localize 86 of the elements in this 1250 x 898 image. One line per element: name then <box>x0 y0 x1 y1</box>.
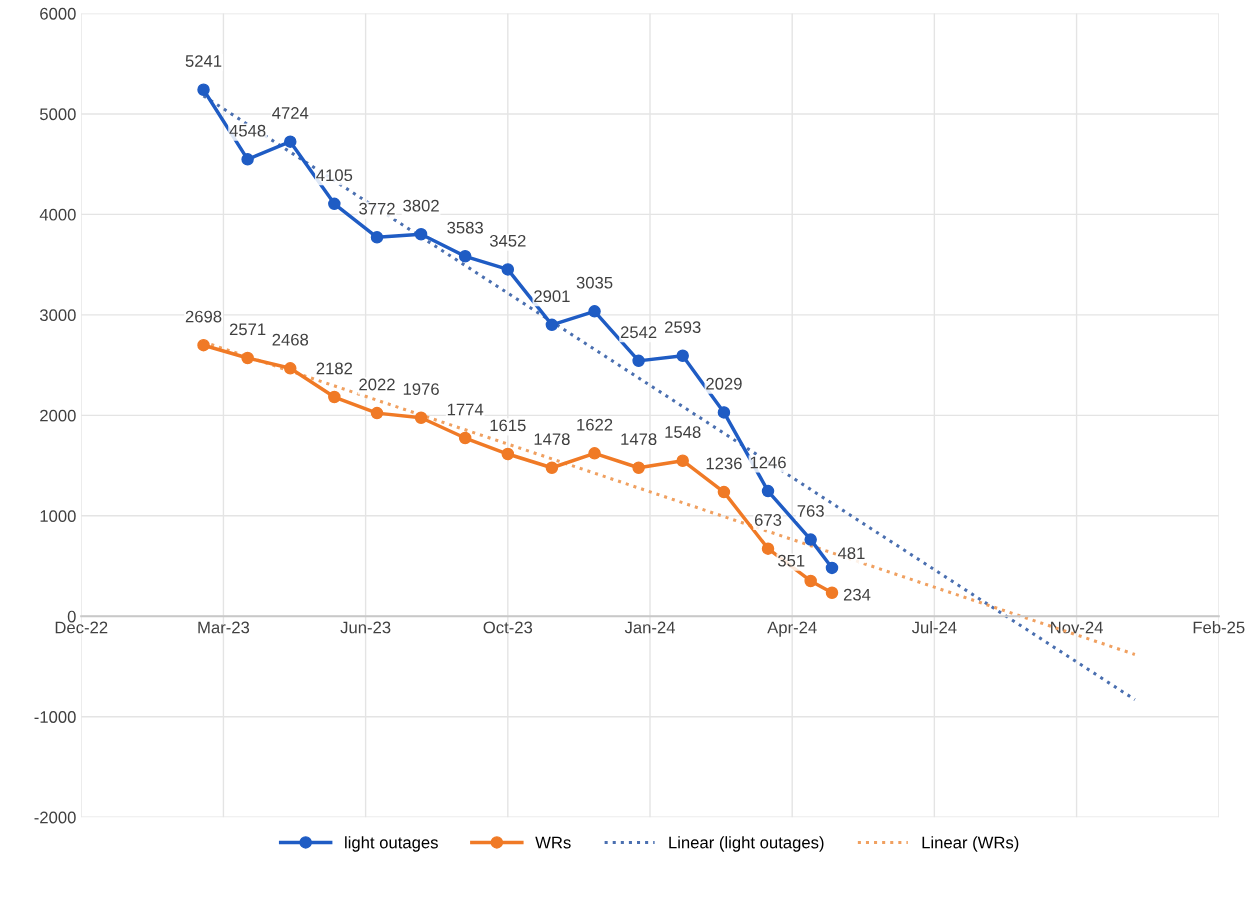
point <box>632 461 645 475</box>
point <box>501 447 515 461</box>
point <box>458 250 472 263</box>
point <box>284 362 297 375</box>
point <box>804 533 817 546</box>
x-tick-label: Apr-24 <box>767 621 817 637</box>
point <box>241 351 254 365</box>
x-tick-label: Dec-22 <box>55 621 108 634</box>
data-label: 1236 <box>706 457 742 470</box>
point <box>370 231 384 244</box>
data-label: 1615 <box>490 419 526 432</box>
data-label: 2593 <box>665 321 701 334</box>
data-label: 673 <box>754 514 782 526</box>
data-label: 4548 <box>229 124 266 137</box>
point <box>676 349 689 363</box>
x-tick-label: Jan-24 <box>624 621 675 634</box>
point <box>197 83 210 96</box>
y-tick-label: 3000 <box>39 309 76 322</box>
legend-label: WRs <box>535 836 571 849</box>
data-label: 1478 <box>621 433 657 446</box>
point <box>717 406 731 419</box>
x-tick-label: Jun-23 <box>340 621 391 634</box>
point <box>414 228 428 241</box>
data-label: 481 <box>837 547 865 560</box>
data-label: 3772 <box>359 202 395 215</box>
point <box>241 153 254 166</box>
point <box>414 411 428 424</box>
point <box>545 461 559 475</box>
point <box>825 561 839 575</box>
data-label: 4105 <box>316 169 353 182</box>
point <box>545 318 559 332</box>
data-label: 3802 <box>403 199 439 212</box>
data-label: 3583 <box>447 221 483 234</box>
data-label: 351 <box>777 554 805 567</box>
data-label: 763 <box>797 505 824 517</box>
y-tick-label: -2000 <box>34 811 76 824</box>
data-label: 234 <box>843 588 871 601</box>
y-tick-label: 6000 <box>40 7 76 20</box>
point <box>328 197 341 211</box>
x-tick-label: Jul-24 <box>911 621 957 634</box>
data-label: 2542 <box>620 326 657 339</box>
legend-label: Linear (light outages) <box>669 836 824 852</box>
data-label: 2571 <box>229 323 266 336</box>
point <box>676 454 689 467</box>
data-label: 5241 <box>185 55 222 67</box>
legend-label: Linear (WRs) <box>922 836 1019 852</box>
data-label: 2182 <box>316 362 353 375</box>
y-tick-label: 1000 <box>40 510 76 522</box>
data-label: 1976 <box>403 383 439 395</box>
legend-label: light outages <box>345 836 438 852</box>
data-label: 4724 <box>272 107 309 119</box>
data-label: 2022 <box>359 378 395 391</box>
y-tick-label: 0 <box>67 610 76 623</box>
point <box>761 542 775 555</box>
point <box>717 485 731 499</box>
data-label: 1478 <box>534 433 570 446</box>
data-label: 1774 <box>447 403 484 416</box>
point <box>588 447 601 460</box>
data-label: 2901 <box>534 290 570 303</box>
data-label: 2029 <box>706 377 742 390</box>
point <box>370 406 384 420</box>
data-label: 3035 <box>576 276 613 289</box>
x-tick-label: Oct-23 <box>483 621 533 634</box>
x-tick-label: Feb-25 <box>1193 621 1245 634</box>
y-tick-label: 2000 <box>40 409 76 422</box>
point <box>825 586 839 599</box>
point <box>501 263 515 276</box>
y-tick-label: 5000 <box>39 108 76 121</box>
data-label: 1622 <box>577 418 613 431</box>
data-label: 2698 <box>185 310 222 323</box>
y-tick-label: -1000 <box>34 711 76 723</box>
point <box>761 484 775 498</box>
x-tick-label: Mar-23 <box>198 621 250 634</box>
point <box>197 338 210 352</box>
point <box>328 390 341 404</box>
data-label: 3452 <box>489 234 526 247</box>
point <box>284 135 297 148</box>
point <box>632 354 645 368</box>
x-tick-label: Nov-24 <box>1051 621 1103 634</box>
y-tick-label: 4000 <box>39 208 76 221</box>
data-label: 1548 <box>665 426 701 438</box>
point <box>588 305 601 318</box>
point <box>458 431 472 445</box>
point <box>804 574 817 588</box>
data-label: 1246 <box>750 456 786 469</box>
data-label: 2468 <box>272 333 309 346</box>
